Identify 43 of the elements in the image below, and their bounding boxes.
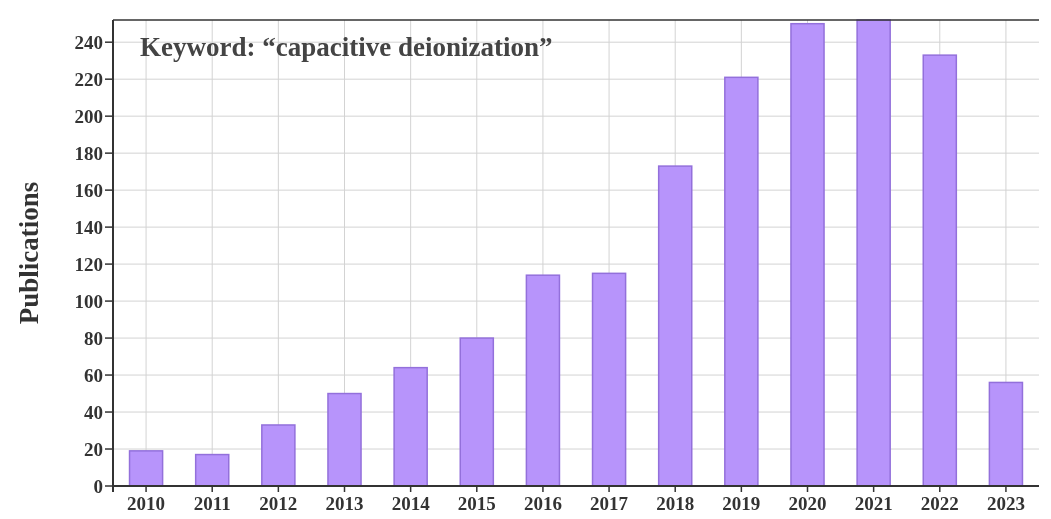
annotation: Keyword: “capacitive deionization” <box>140 32 553 62</box>
y-tick-label: 40 <box>84 401 103 423</box>
y-tick-label: 140 <box>74 216 103 238</box>
y-tick-label: 160 <box>74 179 103 201</box>
bar <box>922 54 958 487</box>
bar <box>856 19 891 487</box>
y-tick-label: 20 <box>84 438 103 460</box>
x-tick-label: 2017 <box>590 493 629 514</box>
x-tick-label: 2013 <box>325 493 364 514</box>
x-tick-label: 2022 <box>920 493 959 514</box>
y-axis-title: Publications <box>14 181 44 325</box>
bar <box>459 337 495 487</box>
x-tick-label: 2021 <box>854 493 893 514</box>
y-tick-label: 220 <box>74 68 103 90</box>
y-tick-label: 200 <box>74 105 103 127</box>
bar <box>591 272 627 487</box>
y-tick-label: 60 <box>84 364 103 386</box>
x-tick-label: 2020 <box>788 493 827 514</box>
bar <box>988 381 1024 487</box>
bar <box>724 76 759 487</box>
y-tick-label: 120 <box>74 253 103 275</box>
bar <box>393 366 428 487</box>
bar <box>657 165 693 487</box>
y-tick-label: 100 <box>74 290 103 312</box>
y-tick-label: 80 <box>84 327 103 349</box>
bar <box>525 274 561 487</box>
x-tick-label: 2015 <box>457 493 496 514</box>
x-tick-label: 2014 <box>391 493 431 514</box>
bar <box>194 453 230 487</box>
bar <box>261 424 296 487</box>
x-tick-label: 2012 <box>259 493 298 514</box>
y-tick-label: 240 <box>74 31 103 53</box>
x-tick-label: 2023 <box>986 493 1025 514</box>
x-tick-label: 2016 <box>523 493 562 514</box>
x-tick-label: 2010 <box>127 493 166 514</box>
x-tick-label: 2011 <box>193 493 231 514</box>
bar <box>790 22 825 487</box>
bar <box>128 450 164 487</box>
x-tick-label: 2019 <box>722 493 761 514</box>
x-tick-label: 2018 <box>656 493 695 514</box>
bar <box>327 392 362 487</box>
y-tick-label: 180 <box>74 142 103 164</box>
y-tick-label: 0 <box>93 475 103 497</box>
